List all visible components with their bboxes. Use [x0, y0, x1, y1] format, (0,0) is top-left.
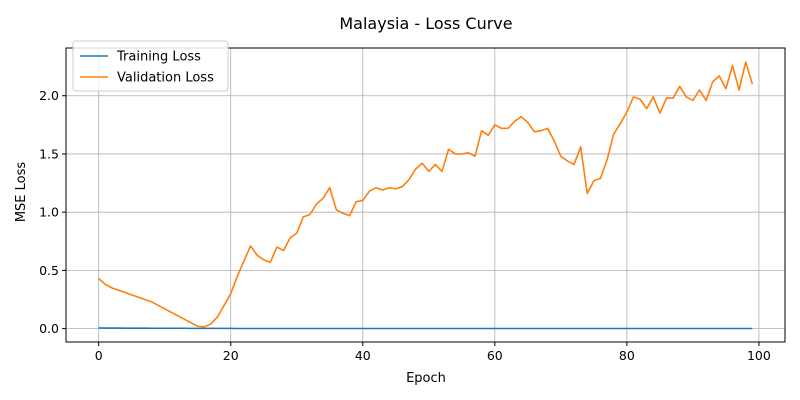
x-tick-label: 80: [619, 348, 635, 363]
y-tick-label: 0.5: [39, 263, 59, 278]
chart-legend: Training Loss Validation Loss: [72, 40, 229, 92]
x-axis-label: Epoch: [406, 371, 446, 386]
x-tick-label: 60: [487, 348, 503, 363]
axis-ticks: 0 20 40 60 80 100 0.0 0.5 1.0 1.5 2.0: [39, 88, 771, 363]
legend-box: [72, 40, 229, 92]
series-line-training-loss: [98, 327, 753, 330]
x-tick-label: 0: [95, 348, 103, 363]
series-lines: [98, 61, 754, 330]
chart-title: Malaysia - Loss Curve: [339, 14, 512, 33]
y-tick-label: 0.0: [39, 321, 59, 336]
y-tick-label: 1.5: [39, 146, 59, 161]
y-tick-label: 2.0: [39, 88, 59, 103]
legend-label-training-loss: Training Loss: [116, 50, 201, 65]
series-line-validation-loss: [98, 61, 754, 328]
y-tick-label: 1.0: [39, 205, 59, 220]
legend-label-validation-loss: Validation Loss: [117, 71, 214, 86]
x-tick-label: 20: [223, 348, 239, 363]
plot-area-frame: [65, 47, 786, 343]
x-tick-label: 100: [747, 348, 771, 363]
y-axis-label: MSE Loss: [14, 162, 29, 223]
x-tick-label: 40: [355, 348, 371, 363]
